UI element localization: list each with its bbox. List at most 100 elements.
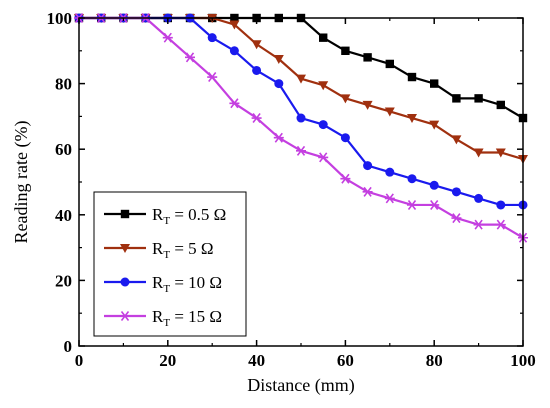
y-tick-label: 100 xyxy=(47,9,73,28)
legend-label: RT = 0.5 Ω xyxy=(152,205,226,227)
y-tick-label: 60 xyxy=(55,140,72,159)
series-0 xyxy=(74,13,528,123)
data-point xyxy=(407,114,417,124)
data-point xyxy=(430,79,439,88)
data-point xyxy=(273,132,284,143)
data-point xyxy=(496,200,506,210)
x-axis-title: Distance (mm) xyxy=(247,375,354,396)
legend-label-rest: = 5 Ω xyxy=(170,239,213,258)
legend-label-subscript: T xyxy=(163,249,170,261)
y-tick-label: 40 xyxy=(55,206,72,225)
data-point xyxy=(474,193,484,203)
data-point xyxy=(207,72,218,83)
legend-label-main: R xyxy=(152,239,164,258)
data-point xyxy=(451,213,462,224)
data-point xyxy=(452,94,461,103)
data-point xyxy=(229,98,240,109)
x-tick-label: 0 xyxy=(75,351,84,370)
data-point xyxy=(318,120,328,130)
data-point xyxy=(496,100,505,110)
data-point xyxy=(318,152,329,163)
data-point xyxy=(340,173,351,184)
data-point xyxy=(341,46,350,55)
legend-marker xyxy=(120,311,130,321)
data-point xyxy=(251,40,262,50)
data-point xyxy=(252,65,262,75)
y-tick-label: 80 xyxy=(55,75,72,94)
data-point xyxy=(318,81,329,91)
legend: RT = 0.5 ΩRT = 5 ΩRT = 10 ΩRT = 15 Ω xyxy=(93,191,247,337)
legend-label-main: R xyxy=(152,307,164,326)
y-tick-label: 20 xyxy=(55,271,72,290)
data-point xyxy=(429,120,440,130)
legend-label: RT = 15 Ω xyxy=(152,307,222,329)
data-point xyxy=(363,53,372,62)
data-point xyxy=(340,133,350,143)
legend-label-rest: = 15 Ω xyxy=(170,307,222,326)
data-point xyxy=(274,79,284,89)
legend-label-rest: = 0.5 Ω xyxy=(170,205,226,224)
legend-entry: RT = 0.5 Ω xyxy=(104,205,226,227)
data-point xyxy=(473,219,484,230)
x-tick-label: 80 xyxy=(426,351,443,370)
data-point xyxy=(162,32,173,43)
legend-box xyxy=(93,191,247,337)
data-point xyxy=(473,148,484,158)
data-point xyxy=(296,113,306,123)
legend-marker xyxy=(120,277,130,287)
legend-entry: RT = 15 Ω xyxy=(104,307,222,329)
data-point xyxy=(495,219,506,230)
legend-label-main: R xyxy=(152,205,164,224)
data-point xyxy=(407,72,417,82)
data-point xyxy=(185,52,195,63)
data-point xyxy=(385,59,394,69)
data-point xyxy=(384,193,395,204)
x-tick-label: 20 xyxy=(159,351,176,370)
data-point xyxy=(362,100,373,110)
x-tick-label: 100 xyxy=(510,351,536,370)
data-point xyxy=(407,174,417,184)
axes: 0 20 40 60 80 100 0 20 40 60 80 100 xyxy=(47,9,536,370)
legend-marker xyxy=(120,209,130,219)
data-point xyxy=(296,145,306,156)
data-point xyxy=(451,187,461,197)
data-point xyxy=(451,135,462,145)
data-point xyxy=(385,167,395,177)
legend-label-subscript: T xyxy=(163,317,170,329)
data-point xyxy=(340,94,351,104)
x-tick-label: 40 xyxy=(248,351,265,370)
data-point xyxy=(474,94,483,103)
data-point xyxy=(251,113,262,124)
data-point xyxy=(296,74,306,84)
legend-label: RT = 10 Ω xyxy=(152,273,222,295)
series-2 xyxy=(74,13,528,210)
series-line xyxy=(79,16,524,119)
data-point xyxy=(495,148,506,158)
data-point xyxy=(229,46,239,56)
data-point xyxy=(429,180,439,190)
y-tick-label: 0 xyxy=(64,337,73,356)
legend-marker xyxy=(120,244,130,253)
y-axis-title: Reading rate (%) xyxy=(11,121,32,244)
legend-entry: RT = 10 Ω xyxy=(104,273,222,295)
legend-label-main: R xyxy=(152,273,164,292)
data-point xyxy=(384,107,395,117)
data-point xyxy=(429,199,440,210)
legend-entry: RT = 5 Ω xyxy=(104,239,214,261)
data-point xyxy=(207,33,217,43)
data-point xyxy=(363,161,373,171)
data-point xyxy=(273,55,284,64)
series-1 xyxy=(74,14,528,165)
data-point xyxy=(407,199,417,210)
legend-label-subscript: T xyxy=(163,215,170,227)
legend-label: RT = 5 Ω xyxy=(152,239,214,261)
data-point xyxy=(319,33,328,42)
x-tick-label: 60 xyxy=(337,351,354,370)
series-line xyxy=(79,16,523,207)
data-point xyxy=(362,186,373,197)
legend-label-rest: = 10 Ω xyxy=(170,273,222,292)
legend-label-subscript: T xyxy=(163,283,170,295)
data-point xyxy=(229,20,240,30)
